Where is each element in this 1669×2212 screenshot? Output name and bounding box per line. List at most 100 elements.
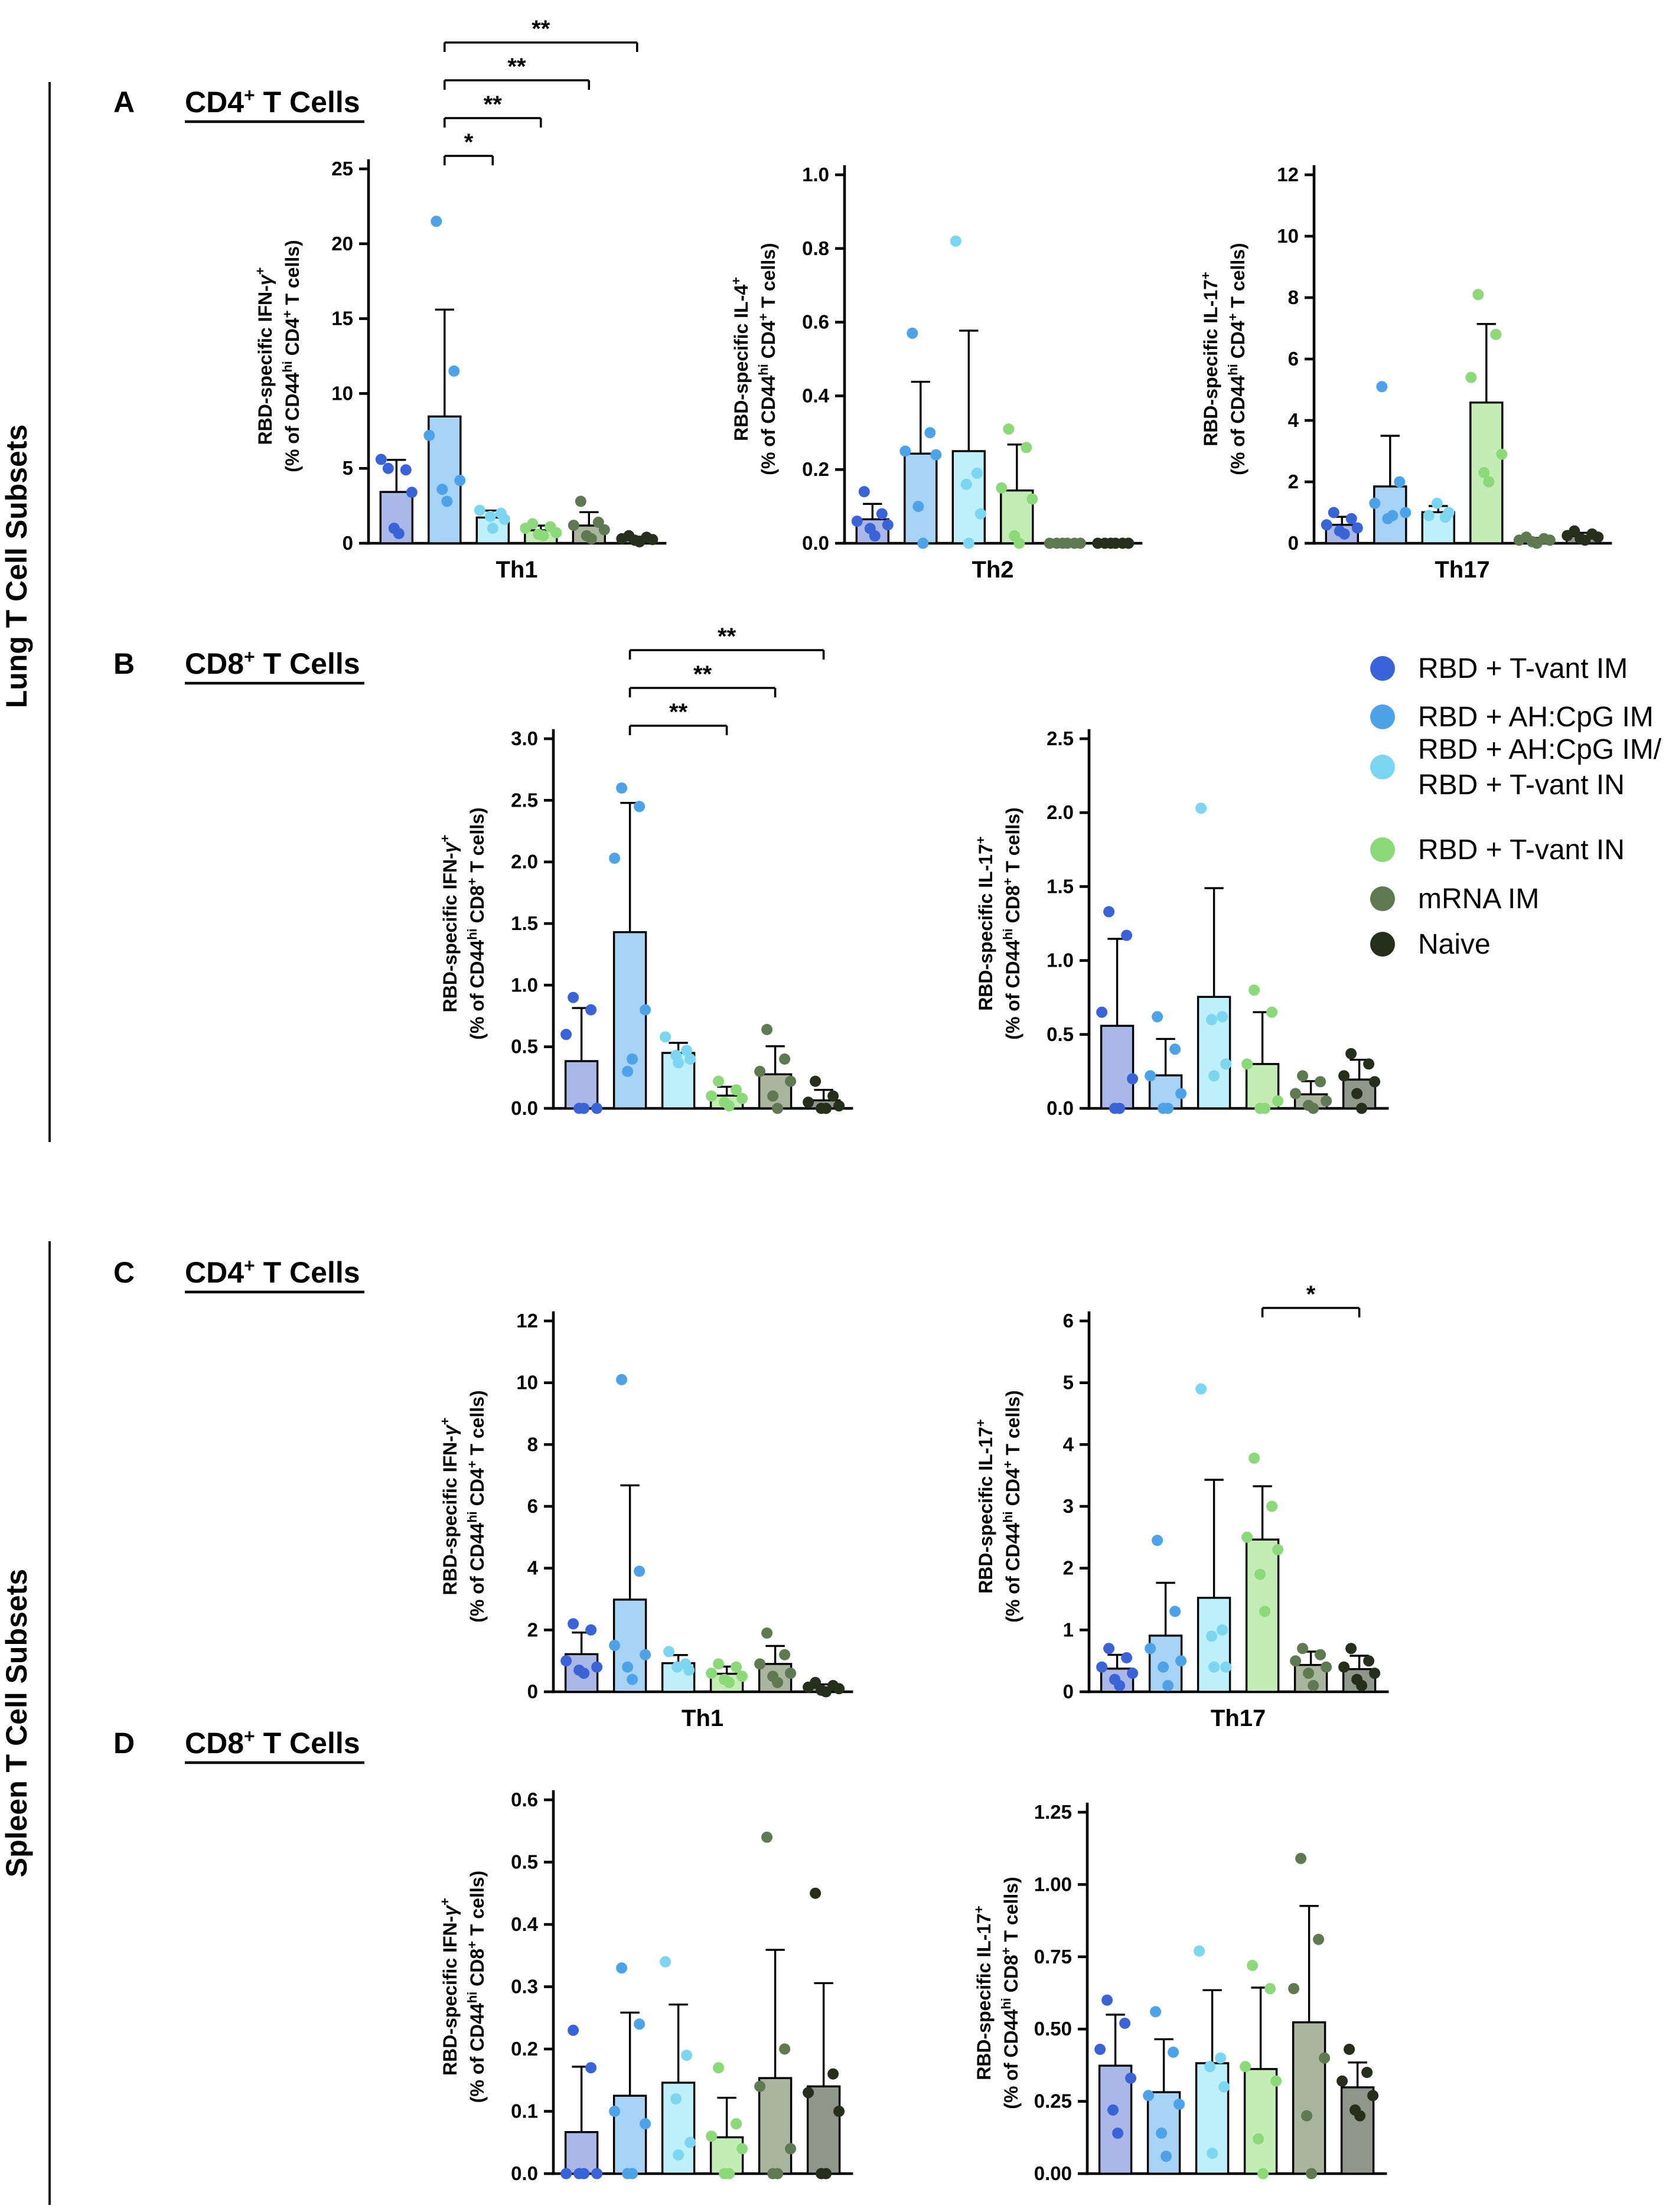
svg-text:4: 4 <box>527 1557 539 1579</box>
svg-text:1: 1 <box>1063 1619 1074 1640</box>
svg-text:Th1: Th1 <box>496 557 537 583</box>
svg-text:8: 8 <box>527 1433 538 1455</box>
svg-text:(% of CD44hi CD8+ T cells): (% of CD44hi CD8+ T cells) <box>1000 807 1024 1039</box>
svg-text:**: ** <box>507 54 526 80</box>
svg-text:(% of CD44hi CD4+ T cells): (% of CD44hi CD4+ T cells) <box>756 243 780 475</box>
svg-text:Spleen T Cell Subsets: Spleen T Cell Subsets <box>0 1569 33 1877</box>
svg-text:10: 10 <box>331 382 353 404</box>
svg-text:**: ** <box>484 92 503 118</box>
svg-text:10: 10 <box>516 1372 538 1394</box>
svg-text:12: 12 <box>516 1310 538 1332</box>
svg-text:RBD-specific IFN-γ+: RBD-specific IFN-γ+ <box>438 1418 461 1596</box>
svg-text:6: 6 <box>1288 348 1299 370</box>
svg-text:(% of CD44hi CD4+ T cells): (% of CD44hi CD4+ T cells) <box>465 1390 488 1622</box>
svg-text:RBD + T-vant IN: RBD + T-vant IN <box>1418 769 1625 801</box>
svg-text:1.5: 1.5 <box>1047 875 1074 897</box>
svg-text:0.8: 0.8 <box>802 237 829 259</box>
svg-text:0.5: 0.5 <box>511 1036 538 1058</box>
svg-text:*: * <box>1306 1281 1316 1307</box>
svg-text:*: * <box>464 129 474 155</box>
svg-text:6: 6 <box>527 1495 538 1517</box>
svg-text:RBD + T-vant IM: RBD + T-vant IM <box>1418 653 1628 684</box>
svg-text:0.5: 0.5 <box>1047 1023 1074 1045</box>
svg-text:0: 0 <box>1063 1681 1074 1702</box>
svg-text:0.2: 0.2 <box>802 458 829 480</box>
svg-text:Th2: Th2 <box>972 557 1013 583</box>
svg-text:0.1: 0.1 <box>511 2100 538 2122</box>
svg-text:1.00: 1.00 <box>1034 1873 1072 1895</box>
svg-text:25: 25 <box>331 158 353 180</box>
svg-text:RBD-specific IL-4+: RBD-specific IL-4+ <box>729 277 752 441</box>
svg-text:1.25: 1.25 <box>1034 1801 1072 1823</box>
svg-text:1.0: 1.0 <box>511 974 538 996</box>
svg-text:RBD-specific IFN-γ+: RBD-specific IFN-γ+ <box>438 835 461 1013</box>
svg-text:(% of CD44hi CD8+ T cells): (% of CD44hi CD8+ T cells) <box>465 807 488 1039</box>
svg-text:3.0: 3.0 <box>511 727 538 749</box>
svg-text:0.00: 0.00 <box>1034 2162 1072 2184</box>
svg-text:(% of CD44hi CD4+ T cells): (% of CD44hi CD4+ T cells) <box>1000 1390 1024 1622</box>
svg-text:Naive: Naive <box>1418 929 1491 960</box>
svg-text:4: 4 <box>1288 409 1299 431</box>
svg-text:0.0: 0.0 <box>1047 1097 1074 1119</box>
svg-text:(% of CD44hi CD8+ T cells): (% of CD44hi CD8+ T cells) <box>999 1877 1022 2109</box>
svg-text:4: 4 <box>1063 1433 1074 1455</box>
svg-text:**: ** <box>718 624 736 650</box>
svg-text:**: ** <box>532 16 550 42</box>
svg-text:15: 15 <box>331 308 353 329</box>
svg-text:B: B <box>113 647 135 680</box>
svg-text:RBD + AH:CpG IM: RBD + AH:CpG IM <box>1418 702 1654 733</box>
svg-text:D: D <box>113 1727 135 1760</box>
svg-text:RBD-specific IL-17+: RBD-specific IL-17+ <box>1198 272 1222 446</box>
svg-text:C: C <box>113 1256 135 1289</box>
svg-text:2.0: 2.0 <box>1047 801 1074 823</box>
svg-text:5: 5 <box>343 457 353 479</box>
svg-text:0.50: 0.50 <box>1034 2018 1072 2040</box>
svg-text:RBD + AH:CpG IM/: RBD + AH:CpG IM/ <box>1418 734 1662 765</box>
svg-text:CD8+ T Cells: CD8+ T Cells <box>185 1725 360 1760</box>
svg-text:RBD-specific IFN-γ+: RBD-specific IFN-γ+ <box>253 267 276 445</box>
svg-text:CD8+ T Cells: CD8+ T Cells <box>185 646 360 680</box>
svg-text:5: 5 <box>1063 1372 1074 1394</box>
svg-text:0.5: 0.5 <box>511 1851 538 1873</box>
svg-text:6: 6 <box>1063 1310 1074 1332</box>
svg-text:2: 2 <box>1063 1557 1074 1579</box>
svg-text:Th1: Th1 <box>682 1705 723 1731</box>
svg-text:(% of CD44hi CD4+ T cells): (% of CD44hi CD4+ T cells) <box>280 240 304 472</box>
svg-text:3: 3 <box>1063 1495 1074 1517</box>
svg-text:RBD-specific IL-17+: RBD-specific IL-17+ <box>973 1419 997 1594</box>
svg-text:Lung T Cell Subsets: Lung T Cell Subsets <box>0 425 33 709</box>
svg-text:0.2: 0.2 <box>511 2038 538 2060</box>
svg-text:2.0: 2.0 <box>511 851 538 873</box>
svg-text:2.5: 2.5 <box>511 789 538 811</box>
svg-text:RBD-specific IFN-γ+: RBD-specific IFN-γ+ <box>438 1898 461 2076</box>
svg-text:0.0: 0.0 <box>511 1097 538 1119</box>
svg-text:0.0: 0.0 <box>802 532 829 554</box>
svg-text:1.5: 1.5 <box>511 912 538 934</box>
svg-text:**: ** <box>693 661 712 687</box>
svg-text:1.0: 1.0 <box>802 164 829 185</box>
svg-text:0: 0 <box>1288 532 1299 554</box>
svg-text:CD4+ T Cells: CD4+ T Cells <box>185 84 360 119</box>
svg-text:0.75: 0.75 <box>1034 1946 1072 1968</box>
svg-text:0.0: 0.0 <box>511 2162 538 2184</box>
svg-text:0.6: 0.6 <box>802 311 829 333</box>
svg-text:**: ** <box>669 699 688 725</box>
svg-text:CD4+ T Cells: CD4+ T Cells <box>185 1255 360 1289</box>
svg-text:Th17: Th17 <box>1211 1705 1266 1731</box>
svg-text:0.4: 0.4 <box>802 384 830 406</box>
svg-text:0.25: 0.25 <box>1034 2090 1072 2112</box>
svg-text:0: 0 <box>343 532 353 554</box>
svg-text:RBD-specific IL-17+: RBD-specific IL-17+ <box>973 836 997 1011</box>
svg-text:2.5: 2.5 <box>1047 727 1074 749</box>
svg-text:8: 8 <box>1288 286 1299 308</box>
svg-text:mRNA IM: mRNA IM <box>1418 883 1539 915</box>
svg-text:0.3: 0.3 <box>511 1976 538 1998</box>
svg-text:Th17: Th17 <box>1435 557 1489 583</box>
svg-text:RBD-specific IL-17+: RBD-specific IL-17+ <box>972 1906 995 2080</box>
svg-text:0: 0 <box>527 1681 538 1702</box>
svg-text:0.6: 0.6 <box>511 1789 538 1810</box>
svg-text:(% of CD44hi CD8+ T cells): (% of CD44hi CD8+ T cells) <box>465 1871 488 2103</box>
svg-text:20: 20 <box>331 233 353 255</box>
svg-text:(% of CD44hi CD4+ T cells): (% of CD44hi CD4+ T cells) <box>1225 243 1249 475</box>
svg-text:0.4: 0.4 <box>511 1913 539 1935</box>
